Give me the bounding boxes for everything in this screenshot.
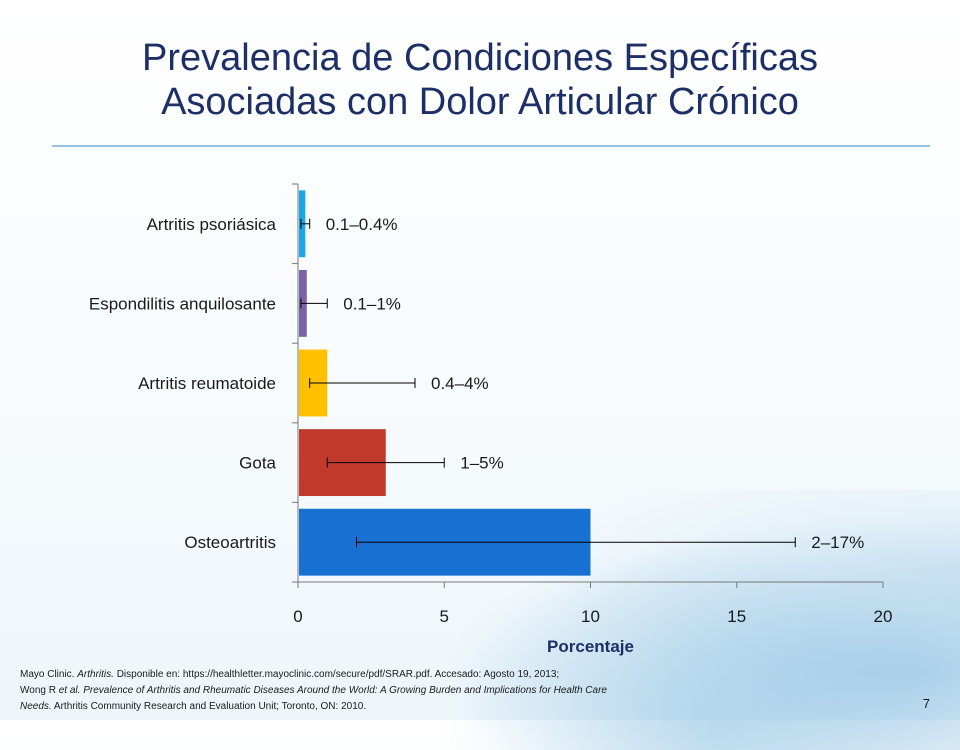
category-label: Osteoartritis bbox=[184, 533, 276, 552]
data-label: 0.1–0.4% bbox=[326, 215, 398, 234]
footnote-work-1: Arthritis. bbox=[77, 669, 114, 680]
x-axis-title: Porcentaje bbox=[547, 637, 634, 656]
footnote-line-3: Needs. Arthritis Community Research and … bbox=[20, 699, 740, 715]
prevalence-bar-chart: 0 5 10 15 20 Artritis psoriásica 0.1–0.4% Espon… bbox=[89, 183, 893, 656]
x-tick-label: 15 bbox=[727, 607, 746, 626]
category-label: Espondilitis anquilosante bbox=[89, 294, 276, 313]
footnote-url: Disponible en: https://healthletter.mayo… bbox=[113, 669, 560, 680]
category-label: Artritis psoriásica bbox=[147, 215, 277, 234]
data-label: 0.1–1% bbox=[343, 294, 401, 313]
category-label: Artritis reumatoide bbox=[138, 374, 276, 393]
x-tick-label: 0 bbox=[293, 607, 302, 626]
x-tick-label: 5 bbox=[440, 607, 449, 626]
footnote-line-1: Mayo Clinic. Arthritis. Disponible en: h… bbox=[20, 667, 740, 683]
category-label: Gota bbox=[239, 454, 276, 473]
footnote-author: Wong R bbox=[20, 685, 59, 696]
page-number: 7 bbox=[922, 696, 930, 711]
x-tick-label: 10 bbox=[581, 607, 600, 626]
footnote-work-2-end: Needs. bbox=[20, 701, 52, 712]
title-line-1: Prevalencia de Condiciones Específicas bbox=[142, 37, 818, 79]
slide-title: Prevalencia de Condiciones Específicas A… bbox=[40, 36, 920, 124]
x-tick-label: 20 bbox=[874, 607, 893, 626]
title-line-2: Asociadas con Dolor Articular Crónico bbox=[161, 81, 799, 123]
title-divider bbox=[52, 145, 930, 147]
data-label: 2–17% bbox=[811, 533, 864, 552]
data-label: 1–5% bbox=[460, 454, 503, 473]
footnote-work-2: et al. Prevalence of Arthritis and Rheum… bbox=[58, 685, 607, 696]
data-label: 0.4–4% bbox=[431, 374, 489, 393]
footnote-publisher: Arthritis Community Research and Evaluat… bbox=[51, 701, 367, 712]
footnote: Mayo Clinic. Arthritis. Disponible en: h… bbox=[20, 667, 740, 715]
footnote-source-1: Mayo Clinic. bbox=[20, 669, 78, 680]
footnote-line-2: Wong R et al. Prevalence of Arthritis an… bbox=[20, 683, 740, 699]
